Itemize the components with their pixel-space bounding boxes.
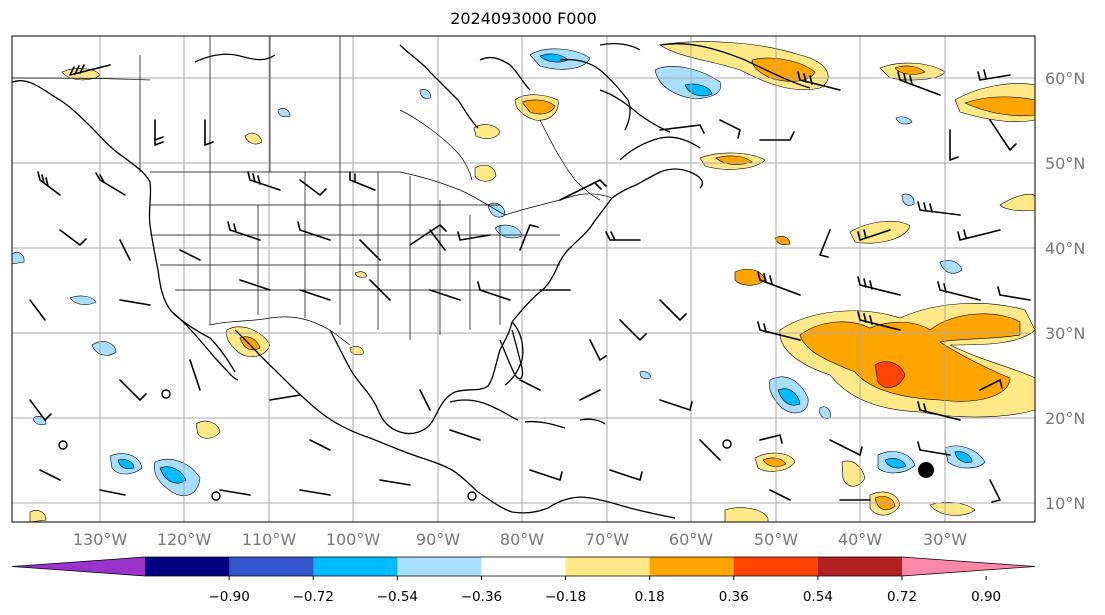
colorbar-swatch xyxy=(313,557,398,576)
colorbar-tick-label: 0.90 xyxy=(971,589,1001,605)
lon-label: 80°W xyxy=(500,530,544,549)
cyclone-marker xyxy=(918,462,934,478)
colorbar-tick-label: 0.54 xyxy=(803,589,833,605)
colorbar-swatch xyxy=(817,557,903,576)
lat-label: 50°N xyxy=(1045,154,1085,173)
colorbar-swatch xyxy=(733,557,819,576)
lat-label: 10°N xyxy=(1045,494,1085,513)
lon-label: 100°W xyxy=(326,530,381,549)
lon-label: 30°W xyxy=(923,530,967,549)
colorbar-swatch xyxy=(229,557,314,576)
colorbar-tick-label: −0.18 xyxy=(545,589,586,605)
colorbar-tick-label: 0.36 xyxy=(719,589,749,605)
map-border xyxy=(11,35,1036,523)
colorbar-swatch xyxy=(481,557,567,576)
lat-label: 40°N xyxy=(1045,239,1085,258)
colorbar-tick-label: 0.18 xyxy=(635,589,665,605)
latitude-labels: 60°N 50°N 40°N 30°N 20°N 10°N xyxy=(1045,69,1085,513)
colorbar-outline xyxy=(11,556,1036,577)
map-frame-group xyxy=(12,36,1035,522)
lon-label: 110°W xyxy=(242,530,297,549)
lon-label: 70°W xyxy=(585,530,629,549)
anomaly-fields xyxy=(12,41,1035,522)
colorbar: −0.90 −0.72 −0.54 −0.36 −0.18 0.18 0.36 0.54 0.7… xyxy=(11,556,1036,605)
lon-label: 120°W xyxy=(157,530,212,549)
lon-label: 60°W xyxy=(669,530,713,549)
graticule xyxy=(12,36,1035,522)
wind-barbs xyxy=(29,64,1031,503)
lat-label: 30°N xyxy=(1045,324,1085,343)
lon-label: 130°W xyxy=(73,530,128,549)
colorbar-swatch xyxy=(649,557,735,576)
colorbar-tick-label: −0.54 xyxy=(377,589,418,605)
coastlines xyxy=(12,43,811,519)
map-title: 2024093000 F000 xyxy=(450,9,597,28)
lon-label: 90°W xyxy=(416,530,460,549)
colorbar-extend-max xyxy=(902,557,1035,576)
colorbar-extend-min xyxy=(12,557,145,576)
lon-label: 40°W xyxy=(838,530,882,549)
longitude-labels: 130°W 120°W 110°W 100°W 90°W 80°W 70°W 6… xyxy=(73,530,967,549)
political-borders xyxy=(12,36,613,346)
lat-label: 60°N xyxy=(1045,69,1085,88)
colorbar-swatch xyxy=(397,557,482,576)
colorbar-swatch xyxy=(565,557,651,576)
calm-markers xyxy=(58,389,732,501)
lon-label: 50°W xyxy=(754,530,798,549)
lat-label: 20°N xyxy=(1045,409,1085,428)
colorbar-tick-label: −0.36 xyxy=(461,589,502,605)
colorbar-tick-label: 0.72 xyxy=(887,589,917,605)
colorbar-tick-label: −0.72 xyxy=(293,589,334,605)
colorbar-tick-label: −0.90 xyxy=(208,589,249,605)
colorbar-swatch xyxy=(145,557,230,576)
